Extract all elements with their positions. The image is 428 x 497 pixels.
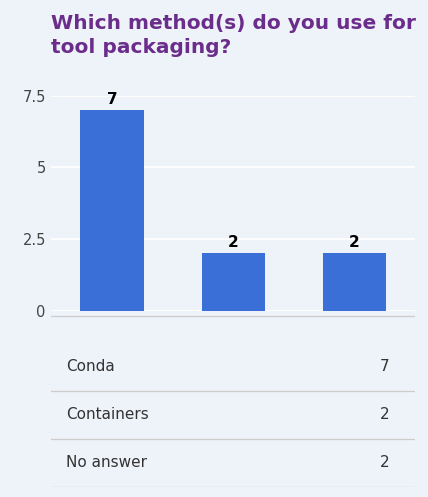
Bar (202, 253, 265, 311)
Bar (323, 253, 386, 311)
Text: Conda: Conda (66, 359, 115, 374)
Text: 7: 7 (380, 359, 389, 374)
Text: 2: 2 (349, 236, 360, 250)
Text: 2: 2 (228, 236, 239, 250)
Text: Which method(s) do you use for
tool packaging?: Which method(s) do you use for tool pack… (51, 14, 416, 58)
Text: No answer: No answer (66, 455, 147, 471)
Text: 7: 7 (107, 92, 117, 107)
Text: Containers: Containers (66, 407, 149, 422)
Text: 2: 2 (380, 455, 389, 471)
Bar (80, 110, 143, 311)
Text: 2: 2 (380, 407, 389, 422)
